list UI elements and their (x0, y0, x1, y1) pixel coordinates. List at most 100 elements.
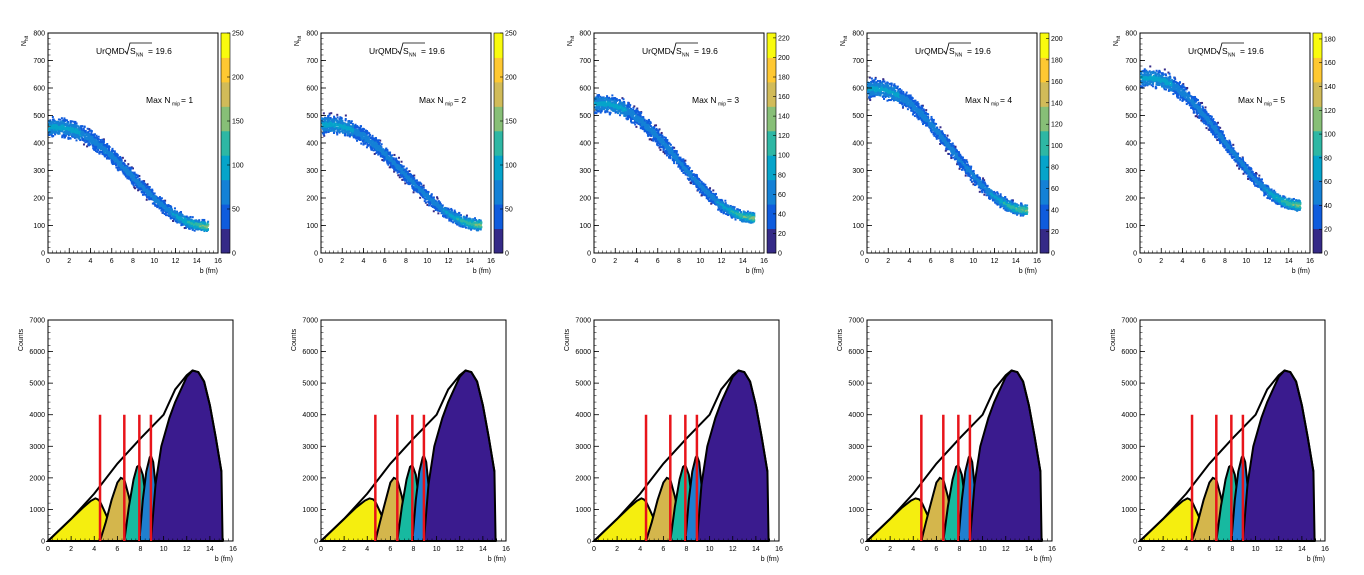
density-point (64, 118, 67, 121)
density-point (175, 218, 178, 221)
density-point (56, 122, 59, 125)
density-point (155, 204, 158, 207)
density-point (51, 116, 54, 119)
annotation-model: UrQMD (369, 46, 398, 56)
density-point (193, 221, 196, 224)
density-point (131, 174, 134, 177)
density-point (460, 224, 463, 227)
x-tick-label: 0 (46, 258, 50, 265)
density-point (366, 144, 369, 147)
density-point (99, 147, 102, 150)
density-point (158, 203, 161, 206)
density-point (97, 135, 100, 138)
colorbar-segment (221, 130, 230, 156)
density-point (69, 129, 72, 132)
density-point (323, 134, 326, 137)
density-point (117, 160, 120, 163)
density-point (135, 178, 138, 181)
x-tick-label: 6 (383, 258, 387, 265)
density-point (324, 119, 327, 122)
density-point (61, 125, 64, 128)
density-point (52, 122, 55, 125)
density-point (459, 220, 462, 223)
density-point (169, 214, 172, 217)
density-point (349, 126, 352, 129)
density-point (58, 131, 61, 134)
density-point (468, 223, 471, 226)
density-point (62, 131, 65, 134)
density-point (160, 197, 163, 200)
density-point (373, 146, 376, 149)
density-point (93, 133, 96, 136)
density-point (347, 130, 350, 133)
density-point (328, 113, 331, 116)
density-point (84, 134, 87, 137)
density-point (440, 208, 443, 211)
density-point (396, 165, 399, 168)
density-point (73, 122, 76, 125)
density-point (186, 218, 189, 221)
density-point (69, 120, 72, 123)
density-point (127, 163, 130, 166)
density-point (180, 211, 183, 214)
density-point (177, 213, 180, 216)
x-tick-label: 12 (445, 258, 453, 265)
density-point (181, 215, 184, 218)
density-point (477, 220, 480, 223)
density-point (336, 121, 339, 124)
density-point (205, 224, 208, 227)
density-point (453, 220, 456, 223)
density-point (127, 175, 130, 178)
density-point (91, 135, 94, 138)
density-point (336, 113, 339, 116)
density-point (131, 172, 134, 175)
density-point (66, 126, 69, 129)
density-point (183, 218, 186, 221)
density-point (73, 135, 76, 138)
density-point (330, 126, 333, 129)
density-point (108, 150, 111, 153)
density-point (398, 170, 401, 173)
density-point (412, 189, 415, 192)
density-point (103, 147, 106, 150)
density-point (160, 201, 163, 204)
density-point (166, 214, 169, 217)
density-point (166, 206, 169, 209)
density-point (206, 229, 209, 232)
density-point (404, 170, 407, 173)
density-point (48, 127, 51, 130)
density-point (619, 114, 622, 117)
density-point (152, 198, 155, 201)
density-point (368, 143, 371, 146)
density-point (61, 124, 64, 127)
density-point (360, 142, 363, 145)
density-point (457, 222, 460, 225)
density-point (388, 158, 391, 161)
density-point (358, 136, 361, 139)
density-point (50, 126, 53, 129)
density-point (113, 152, 116, 155)
density-point (382, 150, 385, 153)
density-point (101, 143, 104, 146)
annotation-model: UrQMD (96, 46, 125, 56)
density-point (450, 218, 453, 221)
density-point (122, 161, 125, 164)
density-point (74, 124, 77, 127)
density-point (422, 186, 425, 189)
density-point (143, 189, 146, 192)
density-point (172, 218, 175, 221)
colorbar-tick-label: 150 (232, 119, 244, 126)
density-point (93, 136, 96, 139)
density-point (468, 227, 471, 230)
density-point (326, 117, 329, 120)
density-point (165, 207, 168, 210)
density-point (335, 118, 338, 121)
density-point (58, 127, 61, 130)
density-point (426, 192, 429, 195)
density-point (454, 221, 457, 224)
x-tick-label: 14 (193, 258, 201, 265)
density-point (148, 187, 151, 190)
x-axis-label: b (fm) (200, 268, 218, 275)
density-point (191, 222, 194, 225)
